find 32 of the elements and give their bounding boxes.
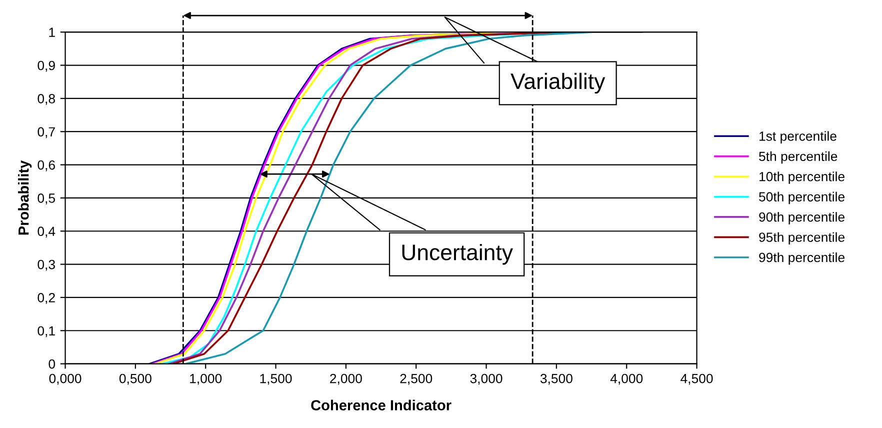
- x-tick-label: 4,000: [610, 374, 643, 385]
- x-tick-label: 2,000: [330, 374, 362, 385]
- y-tick-label: 0,5: [38, 194, 55, 204]
- x-tick-label: 3,500: [540, 374, 572, 385]
- x-tick-label: 0,000: [49, 374, 82, 385]
- y-tick-label: 0,8: [38, 94, 55, 105]
- legend-label: 50th percentile: [759, 192, 844, 204]
- x-tick-label: 2,500: [400, 374, 432, 385]
- legend-label: 99th percentile: [759, 252, 844, 265]
- x-tick-label: 3,000: [470, 374, 502, 385]
- y-tick-label: 0,1: [38, 326, 55, 338]
- legend-label: 90th percentile: [759, 212, 844, 224]
- legend-label: 10th percentile: [760, 172, 844, 184]
- y-axis-title: Probability: [18, 160, 32, 235]
- annotation: Uncertainty: [402, 244, 513, 265]
- y-tick-label: 0,9: [38, 60, 55, 72]
- y-tick-label: 0,7: [38, 127, 55, 138]
- annotation: Variability: [510, 72, 606, 94]
- y-tick-label: 0,3: [38, 260, 55, 271]
- y-tick-label: 0,4: [38, 226, 56, 238]
- legend-label: 1st percentile: [760, 131, 836, 144]
- y-tick-label: 1: [49, 28, 55, 37]
- x-tick-label: 1,500: [260, 374, 292, 385]
- y-tick-label: 0: [48, 359, 56, 369]
- x-tick-label: 4,500: [680, 374, 713, 385]
- legend-label: 95th percentile: [759, 232, 844, 245]
- legend-label: 5th percentile: [759, 151, 838, 164]
- y-tick-label: 0,6: [38, 160, 55, 172]
- x-axis-title: Coherence Indicator: [311, 400, 452, 410]
- x-tick-label: 1,000: [190, 374, 222, 385]
- x-tick-label: 0,500: [119, 374, 152, 385]
- y-tick-label: 0,2: [38, 293, 55, 304]
